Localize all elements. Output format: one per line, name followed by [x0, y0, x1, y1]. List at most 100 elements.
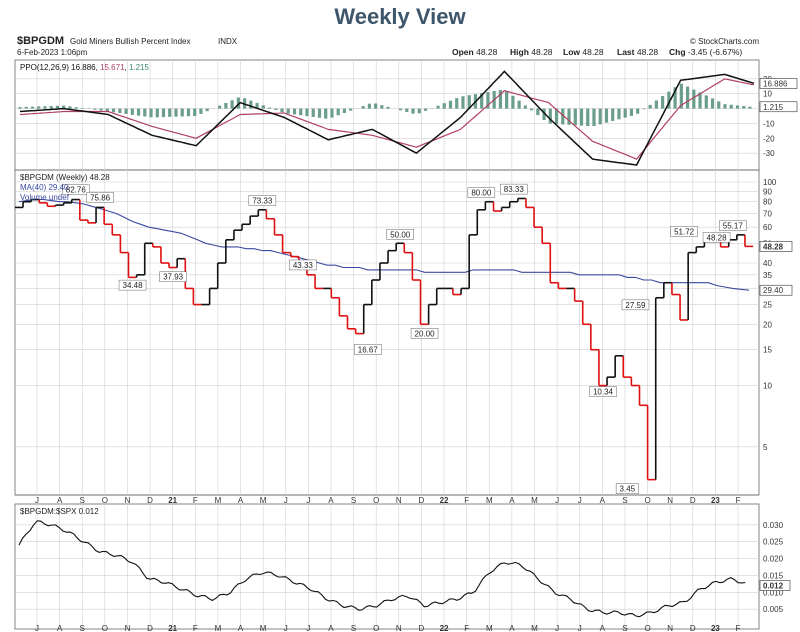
- x-tick-label: A: [600, 496, 606, 505]
- ppo-histogram-bar: [374, 103, 378, 109]
- ratio-y-tick: 0.005: [763, 605, 784, 614]
- ppo-histogram-bar: [723, 104, 727, 109]
- ppo-histogram-bar: [498, 89, 503, 109]
- ppo-histogram-bar: [136, 108, 141, 116]
- price-annotation: 43.33: [293, 261, 314, 270]
- x-tick-label-bottom: J: [306, 624, 310, 632]
- ppo-histogram-bar: [517, 100, 521, 109]
- price-annotation-box: [467, 187, 496, 198]
- ppo-histogram-bar: [55, 105, 60, 109]
- ppo-histogram-bar: [411, 108, 415, 114]
- ppo-histogram-bar: [224, 102, 228, 109]
- price-annotation: 27.59: [625, 301, 646, 310]
- ppo-histogram-bar: [111, 108, 116, 113]
- x-tick-label-bottom: M: [486, 624, 493, 632]
- ppo-histogram-bar: [261, 105, 265, 109]
- x-tick-label-bottom: O: [644, 624, 650, 632]
- ohlc-row: Open 48.28 High 48.28 Low 48.28 Last 48.28 C…: [452, 47, 742, 57]
- price-annotation-box: [702, 232, 731, 243]
- price-y-tick: 90: [763, 187, 772, 196]
- ppo-histogram-bar: [105, 108, 109, 112]
- ppo-value-badge: [759, 78, 798, 89]
- x-tick-label-bottom: S: [622, 624, 627, 632]
- price-annotation: 51.72: [674, 227, 695, 236]
- exchange-label: INDX: [218, 37, 238, 46]
- x-tick-label: M: [260, 496, 267, 505]
- x-tick-label-bottom: J: [555, 624, 559, 632]
- ratio-line: [18, 520, 746, 618]
- ppo-histogram-bar: [49, 106, 53, 109]
- price-annotation-box: [354, 344, 382, 355]
- price-annotation-box: [500, 183, 528, 195]
- ohlc-item: Open 48.28: [452, 47, 498, 57]
- ppo-histogram-bar: [673, 87, 677, 109]
- price-annotation-box: [86, 192, 114, 203]
- ppo-histogram-bar: [523, 105, 527, 109]
- price-annotation-box: [386, 229, 414, 240]
- price-annotation-box: [118, 279, 147, 291]
- date-label: 6-Feb-2023 1:06pm: [17, 48, 88, 57]
- ppo-histogram-bar: [62, 105, 66, 109]
- x-tick-label-bottom: J: [578, 624, 582, 632]
- ppo-value-badge-text: 1.215: [763, 103, 784, 112]
- x-tick-label: O: [102, 496, 108, 505]
- ppo-histogram-bar: [685, 86, 690, 109]
- price-annotation-box: [615, 483, 639, 494]
- price-annotation: 34.48: [123, 281, 144, 290]
- x-tick-label: J: [578, 496, 582, 505]
- ma-legend: MA(40) 29.40: [20, 183, 69, 192]
- x-tick-label: N: [396, 496, 402, 505]
- price-annotation: 73.33: [252, 196, 273, 205]
- ppo-y-tick: -20: [763, 134, 775, 143]
- x-tick-label-bottom: A: [328, 624, 334, 632]
- price-value-badge: [759, 241, 793, 252]
- page-title: Weekly View: [334, 4, 466, 29]
- ppo-signal-line: [19, 78, 755, 160]
- ma-40-line: [18, 198, 750, 291]
- price-annotation: 16.67: [358, 345, 379, 354]
- ppo-histogram-bar: [573, 108, 577, 126]
- ppo-histogram-bar: [398, 108, 403, 111]
- ppo-histogram-bar: [467, 95, 471, 109]
- ppo-histogram-bar: [536, 108, 540, 116]
- x-tick-label-bottom: F: [736, 624, 741, 632]
- price-y-tick: 100: [763, 178, 777, 187]
- ppo-histogram-bar: [748, 106, 752, 109]
- ppo-histogram-bar: [654, 100, 658, 109]
- price-annotation-box: [248, 195, 277, 206]
- ppo-histogram-bar: [579, 108, 584, 126]
- ppo-histogram-bar: [542, 108, 546, 121]
- x-tick-label-bottom: A: [600, 624, 606, 632]
- ohlc-item: Chg -3.45 (-6.67%): [669, 47, 742, 57]
- x-tick-label-bottom: M: [260, 624, 267, 632]
- ppo-y-tick: 10: [763, 90, 772, 99]
- x-tick-label: S: [622, 496, 627, 505]
- price-annotation-box: [670, 226, 698, 237]
- ppo-histogram-bar: [199, 108, 203, 114]
- ppo-histogram-bar: [486, 92, 490, 109]
- x-tick-label-bottom: O: [102, 624, 108, 632]
- price-y-tick: 20: [763, 320, 772, 329]
- x-tick-label-bottom: D: [419, 624, 425, 632]
- ppo-histogram-bar: [180, 108, 184, 117]
- price-value-badge-text: 48.28: [763, 242, 784, 251]
- ppo-histogram-bar: [30, 106, 35, 109]
- x-tick-label: M: [215, 496, 222, 505]
- ppo-histogram-bar: [124, 108, 128, 114]
- x-tick-label-bottom: J: [284, 624, 288, 632]
- ppo-histogram-bar: [367, 103, 371, 109]
- ohlc-item: Last 48.28: [617, 47, 658, 57]
- x-tick-label-bottom: D: [690, 624, 696, 632]
- x-tick-label-bottom: D: [147, 624, 153, 632]
- ppo-histogram-bar: [586, 108, 590, 127]
- ppo-histogram-bar: [629, 108, 634, 116]
- x-tick-label: M: [531, 496, 538, 505]
- ppo-histogram-bar: [130, 108, 134, 115]
- x-tick-label-bottom: M: [531, 624, 538, 632]
- ppo-histogram-bar: [174, 108, 178, 117]
- ppo-histogram-bar: [255, 102, 259, 109]
- symbol-label: $BPGDM: [17, 35, 64, 47]
- ratio-value-badge-text: 0.012: [763, 582, 784, 591]
- x-tick-label: 21: [168, 496, 177, 505]
- ppo-histogram-bar: [267, 107, 272, 109]
